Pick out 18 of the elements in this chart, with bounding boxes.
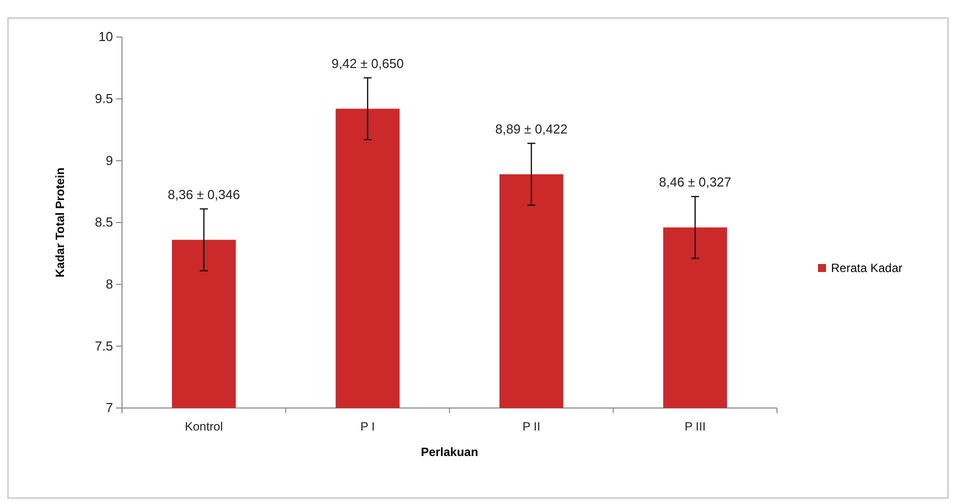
x-tick-label: P III: [684, 420, 706, 434]
y-tick-label: 7.5: [94, 338, 113, 354]
data-label: 9,42 ± 0,650: [332, 56, 404, 71]
y-tick-label: 7: [106, 400, 113, 416]
data-label: 8,36 ± 0,346: [168, 186, 240, 202]
y-tick-label: 8.5: [94, 214, 113, 230]
y-tick-label: 9.5: [94, 90, 113, 106]
y-tick-label: 8: [106, 276, 113, 292]
x-axis-title: Perlakuan: [420, 445, 478, 459]
y-tick-label: 10: [98, 29, 113, 44]
x-tick-label: P I: [360, 420, 375, 434]
data-label: 8,89 ± 0,422: [495, 121, 568, 136]
y-axis-title: Kadar Total Protein: [53, 168, 67, 278]
y-tick-label: 9: [106, 152, 113, 168]
data-label: 8,46 ± 0,327: [659, 174, 732, 190]
legend-label: Rerata Kadar: [831, 261, 902, 275]
x-tick-label: P II: [522, 420, 540, 434]
x-tick-label: Kontrol: [184, 420, 223, 434]
